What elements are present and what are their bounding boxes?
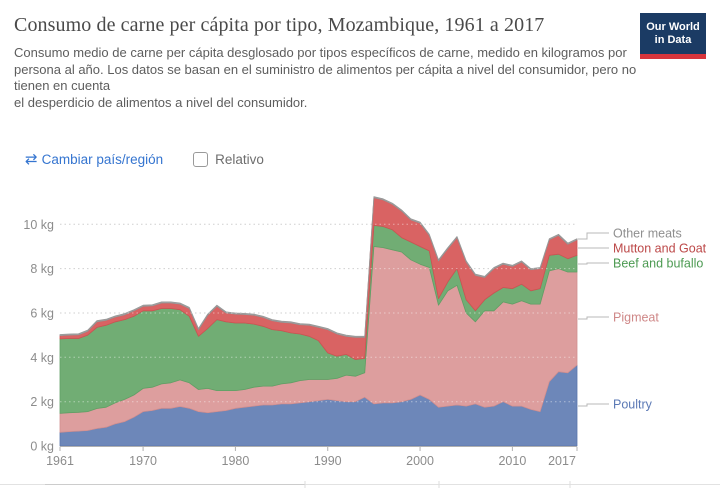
legend-connector [578, 403, 609, 407]
relative-checkbox[interactable] [193, 152, 209, 167]
y-axis-label: 2 kg [30, 395, 54, 409]
y-axis-label: 10 kg [23, 218, 54, 232]
x-axis-label: 1970 [129, 454, 157, 468]
legend-label-mutton-and-goat[interactable]: Mutton and Goat [613, 242, 707, 256]
owid-logo-line2: in Data [654, 34, 692, 46]
controls-row: ⇄ Cambiar país/región Relativo [25, 152, 264, 167]
area-mutton-and-goat[interactable] [59, 197, 578, 360]
y-axis-label: 0 kg [30, 440, 54, 454]
x-axis-label: 2010 [498, 454, 526, 468]
area-poultry[interactable] [59, 364, 578, 447]
area-other-meats[interactable] [59, 196, 578, 338]
swap-arrows-icon: ⇄ [25, 150, 38, 168]
change-country-button[interactable]: ⇄ Cambiar país/región [25, 150, 164, 168]
chart-header: Consumo de carne per cápita por tipo, Mo… [14, 12, 706, 111]
y-axis-label: 8 kg [30, 262, 54, 276]
change-country-label: Cambiar país/región [41, 152, 164, 167]
legend-label-other-meats[interactable]: Other meats [613, 227, 682, 241]
legend-connector [578, 316, 609, 320]
area-beef-and-bufallo[interactable] [59, 224, 578, 414]
x-axis-label: 1980 [222, 454, 250, 468]
page-title: Consumo de carne per cápita por tipo, Mo… [14, 14, 545, 36]
y-axis-label: 4 kg [30, 351, 54, 365]
relative-toggle: Relativo [193, 152, 264, 167]
legend-label-poultry[interactable]: Poultry [613, 398, 653, 412]
x-axis-label: 1961 [46, 454, 74, 468]
x-axis-label: 2017 [548, 454, 576, 468]
x-axis-label: 2000 [406, 454, 434, 468]
legend-label-pigmeat[interactable]: Pigmeat [613, 311, 659, 325]
owid-logo[interactable]: Our World in Data [640, 13, 706, 59]
legend-connector [578, 232, 609, 240]
relative-checkbox-label[interactable]: Relativo [215, 152, 264, 167]
legend-label-beef-and-bufallo[interactable]: Beef and bufallo [613, 257, 703, 271]
owid-logo-line1: Our World [646, 21, 700, 33]
y-axis-label: 6 kg [30, 307, 54, 321]
legend-connector [578, 262, 609, 265]
page-subtitle: Consumo medio de carne per cápita desglo… [14, 45, 637, 110]
x-axis-label: 1990 [314, 454, 342, 468]
area-pigmeat[interactable] [59, 246, 578, 433]
